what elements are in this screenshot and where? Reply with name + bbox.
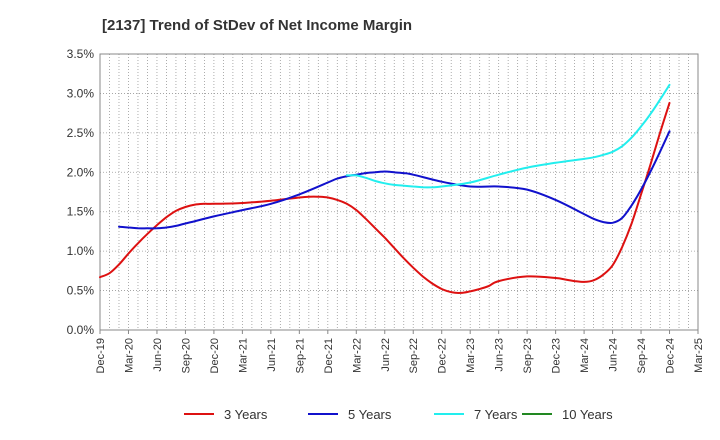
x-tick-label: Dec-19	[95, 338, 107, 373]
y-tick-label: 0.0%	[67, 323, 95, 337]
x-axis: Dec-19 Mar-20 Jun-20 Sep-20 Dec-20 Mar-21 Jun-…	[95, 330, 705, 373]
x-tick-label: Dec-21	[323, 338, 335, 373]
y-tick-label: 3.0%	[67, 86, 95, 100]
y-tick-label: 0.5%	[67, 284, 95, 298]
x-tick-label: Mar-20	[123, 338, 135, 373]
legend-label: 10 Years	[562, 407, 613, 422]
legend-item: 3 Years	[184, 407, 268, 422]
x-tick-label: Mar-24	[579, 338, 591, 373]
y-tick-label: 2.0%	[67, 165, 95, 179]
series-lines	[99, 83, 671, 294]
x-tick-label: Sep-24	[636, 338, 648, 373]
plot-area	[99, 53, 699, 331]
x-tick-label: Sep-20	[180, 338, 192, 373]
x-tick-label: Dec-20	[209, 338, 221, 373]
legend-item: 10 Years	[522, 407, 613, 422]
y-tick-label: 1.0%	[67, 244, 95, 258]
x-tick-label: Jun-22	[380, 338, 392, 372]
x-tick-label: Sep-23	[522, 338, 534, 373]
x-tick-label: Sep-22	[408, 338, 420, 373]
x-tick-label: Dec-23	[551, 338, 563, 373]
y-tick-label: 2.5%	[67, 126, 95, 140]
y-tick-label: 1.5%	[67, 205, 95, 219]
chart-title: [2137] Trend of StDev of Net Income Marg…	[102, 17, 412, 34]
x-tick-label: Sep-21	[294, 338, 306, 373]
y-axis: 0.0% 0.5% 1.0% 1.5% 2.0% 2.5% 3.0% 3.5%	[67, 47, 95, 337]
x-tick-label: Mar-22	[351, 338, 363, 373]
plot-border	[99, 53, 699, 331]
series-line-1	[99, 101, 671, 294]
legend-label: 5 Years	[348, 407, 392, 422]
x-tick-label: Jun-24	[608, 338, 620, 372]
x-tick-label: Dec-24	[665, 338, 677, 373]
x-tick-label: Jun-23	[494, 338, 506, 372]
y-tick-label: 3.5%	[67, 47, 95, 61]
series-line-3	[345, 83, 671, 189]
legend-label: 3 Years	[224, 407, 268, 422]
x-tick-label: Mar-23	[465, 338, 477, 373]
series-line-2	[118, 130, 671, 230]
legend-label: 7 Years	[474, 407, 518, 422]
x-tick-label: Jun-21	[266, 338, 278, 372]
legend-item: 7 Years	[434, 407, 518, 422]
x-tick-label: Mar-21	[237, 338, 249, 373]
x-tick-label: Mar-25	[693, 338, 705, 373]
legend-item: 5 Years	[308, 407, 392, 422]
legend: 3 Years 5 Years 7 Years 10 Years	[184, 407, 613, 422]
plot-background	[100, 54, 698, 330]
x-tick-label: Dec-22	[437, 338, 449, 373]
x-tick-label: Jun-20	[152, 338, 164, 372]
